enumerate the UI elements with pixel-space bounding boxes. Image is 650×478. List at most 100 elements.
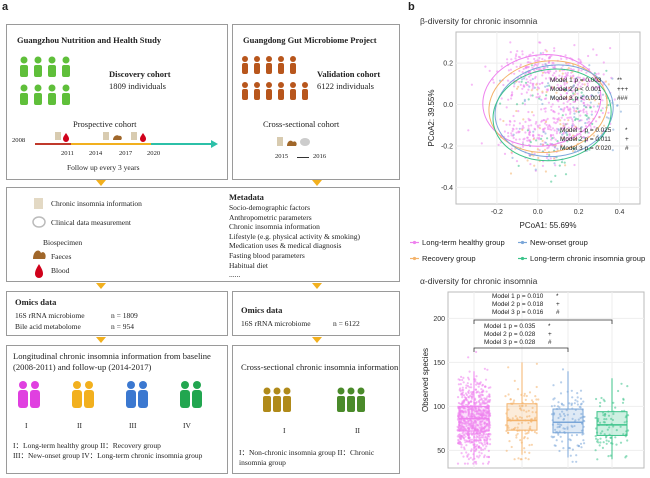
beta-point-healthy [544, 110, 547, 113]
alpha-point-healthy [475, 402, 478, 405]
alpha-point-new_onset [558, 449, 561, 453]
beta-point-healthy [578, 76, 581, 79]
beta-point-new_onset [557, 129, 560, 132]
beta-point-healthy [531, 51, 534, 54]
beta-annot-top-sig: ### [617, 95, 628, 102]
alpha-point-new_onset [556, 426, 559, 429]
gnhs-year-0: 2008 [12, 137, 26, 144]
beta-point-healthy [598, 94, 601, 97]
beta-point-healthy [593, 125, 596, 129]
alpha-point-chronic [605, 418, 608, 421]
beta-point-healthy [505, 106, 508, 109]
beta-point-healthy [565, 86, 568, 89]
legend-dot-new_onset [520, 240, 525, 245]
alpha-point-chronic [607, 440, 610, 443]
beta-point-healthy [535, 120, 538, 124]
beta-point-healthy [521, 53, 524, 56]
alpha-point-healthy [468, 370, 471, 373]
beta-point-chronic [564, 173, 568, 176]
beta-point-chronic [577, 138, 580, 141]
beta-point-new_onset [523, 98, 526, 101]
alpha-point-chronic [596, 438, 599, 441]
alpha-point-recovery [534, 395, 537, 398]
beta-point-healthy [561, 75, 564, 78]
alpha-point-new_onset [554, 428, 557, 431]
alpha-point-healthy [485, 445, 488, 448]
alpha-point-healthy [462, 455, 465, 458]
beta-point-healthy [509, 68, 512, 71]
beta-point-healthy [579, 59, 582, 62]
alpha-point-healthy [476, 444, 479, 447]
beta-point-healthy [547, 101, 550, 104]
arrow-down [312, 283, 322, 289]
beta-point-chronic [564, 88, 567, 91]
longitudinal-group-label: I [25, 421, 28, 430]
alpha-point-new_onset [580, 412, 583, 416]
alpha-point-healthy [486, 423, 489, 426]
beta-point-recovery [541, 143, 545, 147]
alpha-point-healthy [466, 382, 469, 385]
validation-people-icon [242, 56, 308, 100]
longitudinal-group-label: II [77, 421, 82, 430]
beta-point-new_onset [579, 119, 582, 122]
beta-points [467, 41, 622, 183]
beta-x-tick: 0.2 [574, 209, 584, 216]
beta-point-healthy [577, 68, 580, 71]
alpha-point-recovery [508, 440, 511, 443]
alpha-point-healthy [466, 454, 469, 457]
beta-point-chronic [560, 161, 564, 164]
alpha-point-healthy [477, 415, 480, 418]
alpha-point-recovery [527, 431, 530, 434]
alpha-point-new_onset [557, 416, 560, 420]
beta-point-healthy [595, 120, 598, 123]
alpha-point-chronic [610, 417, 613, 420]
beta-point-healthy [575, 86, 578, 89]
beta-point-chronic [545, 94, 548, 97]
alpha-point-new_onset [574, 399, 577, 402]
beta-point-new_onset [583, 104, 586, 107]
beta-point-healthy [549, 157, 552, 160]
alpha-point-new_onset [553, 404, 556, 407]
omics-left-box: Omics data 16S rRNA microbiome n = 1809 … [6, 291, 228, 336]
alpha-point-new_onset [553, 397, 556, 400]
alpha-point-new_onset [563, 427, 566, 430]
beta-point-recovery [502, 119, 505, 123]
beta-point-recovery [567, 129, 570, 132]
beta-point-healthy [515, 138, 518, 141]
alpha-point-healthy [482, 390, 485, 393]
beta-point-healthy [503, 130, 506, 133]
beta-point-healthy [510, 134, 513, 137]
beta-point-healthy [573, 80, 576, 83]
alpha-point-chronic [619, 425, 622, 428]
alpha-point-healthy [487, 386, 490, 389]
legend-dot-healthy [412, 240, 417, 245]
alpha-point-healthy [482, 436, 485, 439]
beta-point-recovery [581, 79, 584, 82]
alpha-point-healthy [482, 462, 485, 465]
alpha-annot-outer-sig: + [556, 301, 560, 308]
alpha-point-new_onset [574, 419, 577, 422]
beta-point-healthy [553, 47, 556, 50]
alpha-point-healthy [466, 462, 469, 465]
omics-right-title: Omics data [241, 305, 283, 315]
alpha-point-healthy [475, 462, 478, 465]
beta-point-healthy [590, 127, 593, 130]
alpha-point-recovery [535, 432, 538, 435]
beta-point-healthy [564, 72, 567, 75]
beta-point-chronic [546, 137, 549, 140]
ggmp-title: Guangdong Gut Microbiome Project [243, 35, 377, 45]
alpha-point-recovery [537, 398, 540, 401]
beta-point-healthy [529, 94, 532, 97]
beta-annot-mid-sig: + [625, 136, 629, 143]
alpha-point-healthy [487, 462, 490, 465]
cross-sectional-group-label: I [283, 426, 286, 435]
beta-point-new_onset [498, 79, 502, 82]
alpha-point-chronic [602, 414, 605, 417]
alpha-point-recovery [507, 366, 510, 369]
beta-point-new_onset [546, 84, 549, 88]
alpha-point-healthy [471, 458, 474, 461]
beta-point-healthy [565, 136, 568, 139]
alpha-point-healthy [475, 436, 478, 439]
beta-point-healthy [525, 91, 528, 94]
alpha-annot-inner: Model 3 p = 0.028 [484, 339, 536, 346]
